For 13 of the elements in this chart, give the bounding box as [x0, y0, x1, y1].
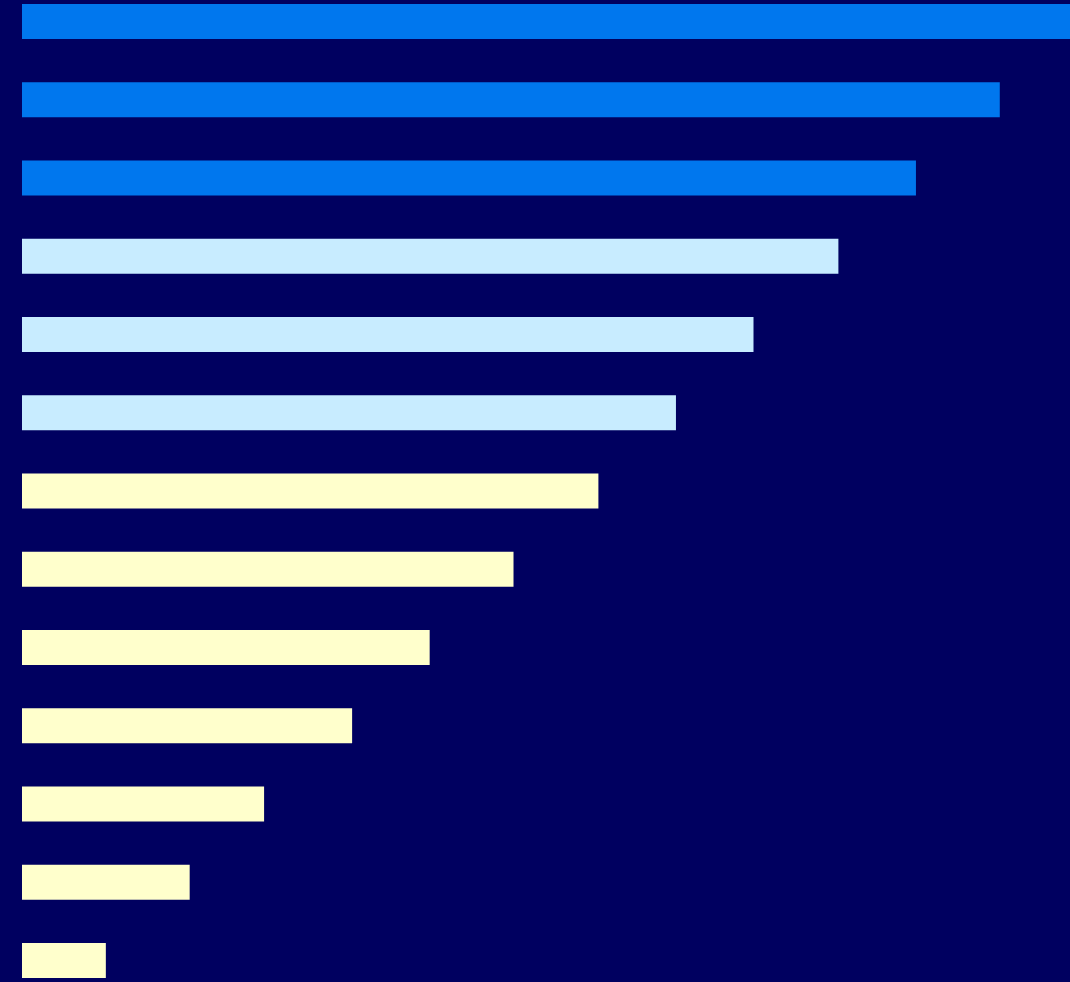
bar: [22, 395, 676, 431]
bar: [22, 473, 599, 509]
bar: [22, 82, 1000, 118]
bar: [22, 786, 265, 822]
bar: [22, 708, 353, 744]
bar: [22, 551, 514, 587]
bar: [22, 238, 839, 274]
bar: [22, 864, 190, 900]
bar: [22, 3, 1070, 40]
bar: [22, 629, 430, 666]
bar: [22, 316, 754, 353]
bar: [22, 160, 916, 196]
bar: [22, 942, 106, 979]
